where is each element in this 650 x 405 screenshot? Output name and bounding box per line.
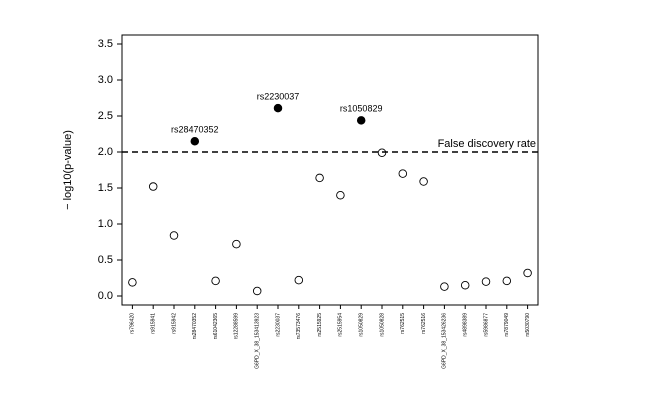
- point: [252, 286, 262, 296]
- point: [481, 277, 491, 286]
- x-tick-label: G6PD_X_38_153413923: [255, 313, 261, 369]
- x-tick-label: G6PD_X_38_153426236: [442, 313, 448, 369]
- y-tick-label: 1.0: [98, 218, 113, 230]
- point: [273, 103, 283, 113]
- point: [128, 278, 137, 287]
- point: [523, 268, 532, 278]
- x-tick-label: rs7879049: [504, 313, 510, 337]
- x-tick-label: rs2515954: [338, 313, 344, 337]
- x-tick-label: rs28470352: [192, 313, 198, 340]
- point: [356, 116, 366, 125]
- y-tick-label: 0.0: [98, 290, 113, 302]
- point: [440, 282, 449, 291]
- x-tick-label: rs12288599: [234, 313, 240, 340]
- y-tick-label: 3.0: [98, 74, 113, 86]
- y-tick-label: 1.5: [98, 182, 113, 194]
- point: [211, 276, 220, 286]
- x-tick-label: rs762516: [421, 313, 427, 334]
- plot-frame: [121, 34, 539, 306]
- point: [232, 239, 241, 249]
- x-tick-label: rs5986877: [483, 313, 489, 337]
- point: [419, 177, 428, 186]
- y-tick-label: 3.5: [98, 38, 113, 50]
- x-tick-label: rs2230037: [275, 313, 281, 337]
- threshold-label: False discovery rate: [438, 138, 536, 150]
- x-tick-label: rs762515: [400, 313, 406, 334]
- y-tick-label: 2.5: [98, 110, 113, 122]
- annotation: rs2230037: [257, 91, 300, 101]
- x-tick-label: rs61042365: [213, 313, 219, 340]
- x-tick-label: rs5030790: [525, 313, 531, 337]
- x-tick-label: rs1050828: [379, 313, 385, 337]
- annotation: rs28470352: [171, 125, 219, 135]
- x-tick-label: rs73573476: [296, 313, 302, 340]
- x-tick-label: rs915941: [151, 313, 157, 334]
- point: [169, 231, 179, 240]
- x-tick-label: rs2515925: [317, 313, 323, 337]
- point: [294, 275, 304, 285]
- point: [148, 182, 158, 191]
- point: [315, 173, 324, 183]
- y-tick-label: 2.0: [98, 146, 113, 158]
- x-tick-label: rs796420: [130, 313, 136, 334]
- y-tick-label: 0.5: [98, 254, 113, 266]
- point: [190, 136, 200, 146]
- x-tick-label: rs915942: [171, 313, 177, 334]
- point: [377, 148, 387, 157]
- point: [336, 190, 345, 200]
- point: [398, 169, 408, 178]
- annotation: rs1050829: [340, 104, 383, 114]
- x-tick-label: rs4898389: [463, 313, 469, 337]
- point: [502, 276, 512, 286]
- y-axis-label: − log10(p-value): [62, 130, 74, 210]
- point: [460, 280, 470, 290]
- x-tick-label: rs1050829: [359, 313, 365, 337]
